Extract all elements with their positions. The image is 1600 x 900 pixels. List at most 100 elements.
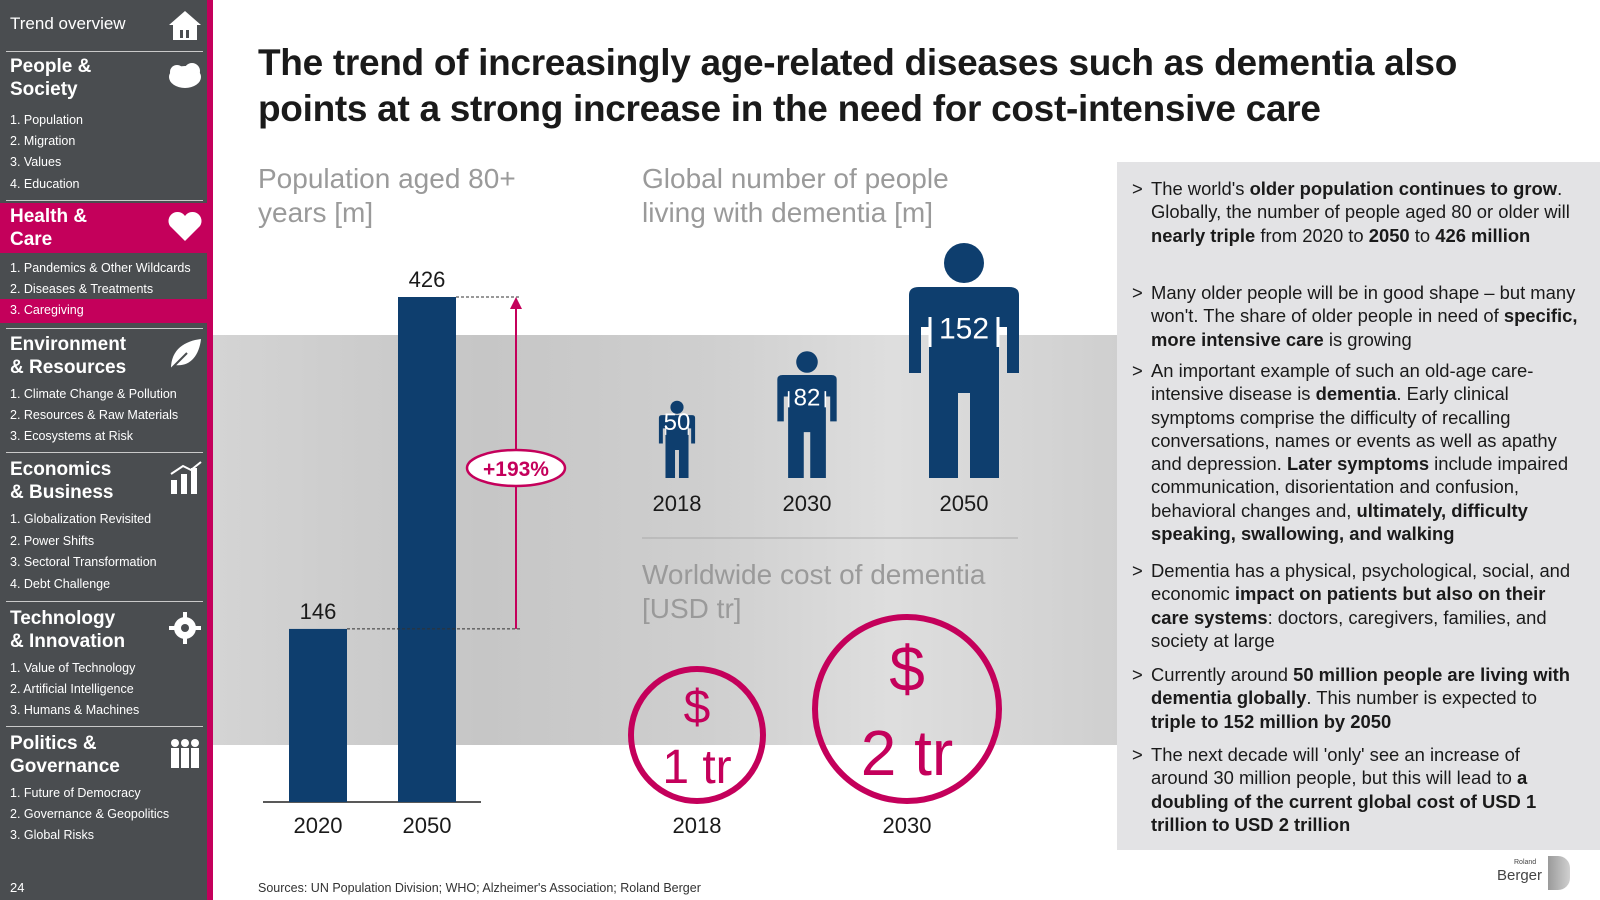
sidebar-item-3-3[interactable]: 3. Ecosystems at Risk <box>10 429 133 443</box>
sidebar-item-6-3[interactable]: 3. Global Risks <box>10 828 95 842</box>
chart-1-growth-badge <box>465 448 567 488</box>
sidebar-item-2-1[interactable]: 1. Pandemics & Other Wildcards <box>10 261 191 275</box>
page-title: The trend of increasingly age-related di… <box>258 42 1457 129</box>
sidebar-item-5-2[interactable]: 2. Artificial Intelligence <box>10 682 134 696</box>
chart-2-value-label: 152 <box>939 312 989 345</box>
brain-icon <box>169 63 201 88</box>
home-icon[interactable] <box>165 6 205 44</box>
sidebar-section-3-heading[interactable]: Environment & Resources <box>10 334 127 378</box>
sidebar-divider <box>6 726 203 727</box>
person-head-shape <box>670 400 684 414</box>
chart-2-value-label: 50 <box>664 409 691 436</box>
chart-1-value-label: 426 <box>409 267 446 292</box>
sidebar-item-5-1[interactable]: 1. Value of Technology <box>10 661 136 675</box>
sidebar-item-1-3[interactable]: 3. Values <box>10 155 62 169</box>
chart-3-category-label: 2018 <box>673 813 722 838</box>
sidebar-divider <box>6 200 203 201</box>
sidebar-item-1-4[interactable]: 4. Education <box>10 177 80 191</box>
bullet-marker: > <box>1132 664 1143 685</box>
chart-1-title: Population aged 80+ years [m] <box>258 163 516 228</box>
person-body-shape <box>909 287 1019 478</box>
bullet-text: Dementia has a physical, psychological, … <box>1151 560 1571 651</box>
chart-1-category-label: 2020 <box>294 813 343 838</box>
sidebar-section-6-heading[interactable]: Politics & Governance <box>10 733 120 777</box>
chart-2-person-2030 <box>777 351 837 478</box>
sidebar-trend-overview[interactable]: Trend overview <box>10 14 126 33</box>
leaf-icon <box>170 339 201 370</box>
sidebar-item-4-4[interactable]: 4. Debt Challenge <box>10 577 111 591</box>
sidebar-item-4-1[interactable]: 1. Globalization Revisited <box>10 512 152 526</box>
sidebar-item-1-2[interactable]: 2. Migration <box>10 134 76 148</box>
sidebar-active-item-bg <box>0 299 213 323</box>
bullet-text: Currently around 50 million people are l… <box>1151 664 1571 732</box>
sidebar-divider <box>6 452 203 453</box>
chart-1-bar-2020 <box>289 628 347 802</box>
person-body-shape <box>658 415 696 478</box>
chart-3-value-label: 1 tr <box>662 741 731 794</box>
chart-1-bar-2050 <box>398 297 456 802</box>
sidebar-item-4-3[interactable]: 3. Sectoral Transformation <box>10 555 157 569</box>
sidebar-divider <box>6 328 203 329</box>
chart-3-title: Worldwide cost of dementia [USD tr] <box>642 559 986 624</box>
people-icon <box>171 739 199 768</box>
key-fact-bullet: > The next decade will 'only' see an incr… <box>1132 743 1582 836</box>
gear-icon <box>169 612 201 644</box>
chart-2-person-2018 <box>658 400 696 478</box>
sources-note: Sources: UN Population Division; WHO; Al… <box>258 881 701 895</box>
chart-1-growth-label: +193% <box>483 458 549 481</box>
business-chart-icon <box>170 461 202 494</box>
sidebar-item-1-1[interactable]: 1. Population <box>10 113 83 127</box>
key-fact-bullet: > Dementia has a physical, psychological,… <box>1132 559 1582 652</box>
key-fact-bullet: > An important example of such an old-age… <box>1132 359 1582 545</box>
chart-1-value-label: 146 <box>300 599 337 624</box>
bullet-text: Many older people will be in good shape … <box>1151 282 1578 350</box>
key-fact-bullet: > Many older people will be in good shape… <box>1132 281 1582 351</box>
sidebar-item-5-3[interactable]: 3. Humans & Machines <box>10 703 140 717</box>
dollar-icon: $ <box>889 633 925 705</box>
bullet-marker: > <box>1132 744 1143 765</box>
bullet-marker: > <box>1132 282 1143 303</box>
sidebar-section-1-heading[interactable]: People & Society <box>10 56 92 100</box>
sidebar-section-5-heading[interactable]: Technology & Innovation <box>10 608 126 652</box>
person-head-shape <box>944 243 984 283</box>
sidebar-item-6-1[interactable]: 1. Future of Democracy <box>10 786 141 800</box>
chart-2-title: Global number of people living with deme… <box>642 163 949 228</box>
chart-2-category-label: 2050 <box>940 491 989 516</box>
chart-2-category-label: 2018 <box>653 491 702 516</box>
heart-icon <box>168 211 202 241</box>
page-number: 24 <box>10 880 25 895</box>
key-fact-bullet: > Currently around 50 million people are … <box>1132 663 1582 733</box>
chart-3-value-label: 2 tr <box>861 717 953 789</box>
sidebar-item-2-2[interactable]: 2. Diseases & Treatments <box>10 282 154 296</box>
bullet-marker: > <box>1132 560 1143 581</box>
chart-3-cost-circle-2030 <box>812 614 1002 804</box>
sidebar-divider <box>6 601 203 602</box>
sidebar-section-4-heading[interactable]: Economics & Business <box>10 459 114 503</box>
chart-2-person-2050 <box>909 243 1019 478</box>
bullet-text: The next decade will 'only' see an incre… <box>1151 744 1537 835</box>
sidebar-item-3-2[interactable]: 2. Resources & Raw Materials <box>10 408 179 422</box>
chart-1-category-label: 2050 <box>403 813 452 838</box>
chart-2-value-label: 82 <box>794 384 821 411</box>
person-head-shape <box>796 351 818 373</box>
person-body-shape <box>777 374 837 478</box>
charts-canvas: 146 2020 426 2050 +193% 50 2018 82 2030 152 2050 $1… <box>263 243 1019 838</box>
roland-berger-logo: Roland Berger <box>1490 855 1590 895</box>
sidebar-nav: Trend overview People & Society 1. Populat… <box>0 0 213 900</box>
sidebar-item-4-2[interactable]: 2. Power Shifts <box>10 534 95 548</box>
sidebar-item-6-2[interactable]: 2. Governance & Geopolitics <box>10 807 170 821</box>
chart-1-arrow-head <box>510 297 522 309</box>
bullet-marker: > <box>1132 360 1143 381</box>
sidebar-item-3-1[interactable]: 1. Climate Change & Pollution <box>10 387 177 401</box>
bullet-text: The world's older population continues t… <box>1151 178 1570 246</box>
chart-3-cost-circle-2018 <box>628 666 766 804</box>
key-facts-panel <box>1117 162 1600 850</box>
dollar-icon: $ <box>684 681 711 734</box>
bullet-marker: > <box>1132 178 1143 199</box>
chart-2-category-label: 2030 <box>783 491 832 516</box>
sidebar-item-2-3[interactable]: 3. Caregiving <box>10 303 84 317</box>
bullet-text: An important example of such an old-age … <box>1151 360 1569 545</box>
chart-3-category-label: 2030 <box>883 813 932 838</box>
sidebar-section-2-heading[interactable]: Health & Care <box>10 206 88 250</box>
key-fact-bullet: > The world's older population continues … <box>1132 177 1582 247</box>
